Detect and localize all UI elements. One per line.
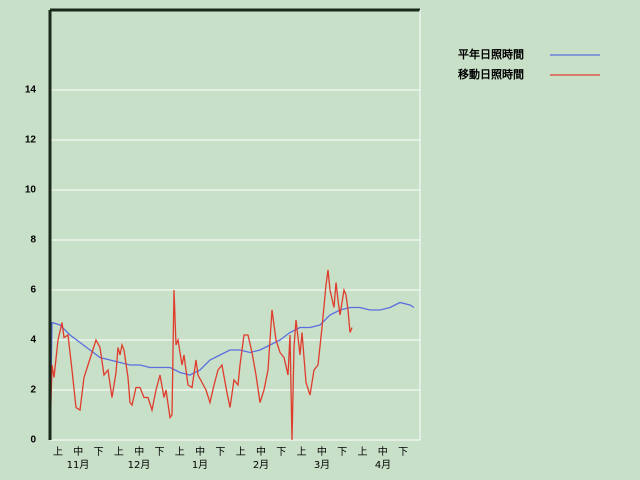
x-tick-label: 下 [155, 447, 165, 458]
month-label: 2月 [253, 459, 269, 471]
month-label: 3月 [314, 459, 330, 471]
legend-label: 移動日照時間 [458, 67, 524, 81]
series-line [49, 269, 353, 441]
x-tick-label: 上 [175, 446, 185, 458]
month-label: 4月 [375, 459, 391, 471]
x-tick-label: 中 [73, 445, 83, 458]
x-tick-label: 上 [358, 446, 368, 458]
x-tick-label: 中 [134, 445, 144, 458]
month-label: 12月 [128, 459, 151, 471]
x-tick-label: 下 [337, 447, 347, 458]
x-tick-label: 中 [378, 445, 388, 458]
x-tick-label: 下 [276, 447, 286, 458]
x-tick-label: 下 [398, 447, 408, 458]
x-tick-label: 上 [236, 446, 246, 458]
month-label: 11月 [67, 459, 90, 471]
x-tick-label: 中 [195, 445, 205, 458]
x-tick-label: 上 [297, 446, 307, 458]
y-tick-label: 0 [30, 435, 36, 446]
y-tick-label: 2 [30, 385, 36, 396]
x-tick-label: 下 [215, 447, 225, 458]
x-tick-label: 上 [53, 446, 63, 458]
y-tick-label: 12 [25, 135, 37, 146]
legend-label: 平年日照時間 [458, 47, 524, 61]
x-tick-label: 下 [94, 447, 104, 458]
y-tick-label: 8 [30, 235, 36, 246]
x-tick-label: 上 [114, 446, 124, 458]
y-tick-label: 10 [25, 185, 37, 196]
y-tick-label: 4 [30, 335, 36, 346]
series-line [49, 301, 415, 441]
month-label: 1月 [192, 459, 208, 471]
y-tick-label: 14 [25, 85, 37, 96]
y-tick-label: 6 [30, 285, 36, 296]
x-tick-label: 中 [317, 445, 327, 458]
x-tick-label: 中 [256, 445, 266, 458]
